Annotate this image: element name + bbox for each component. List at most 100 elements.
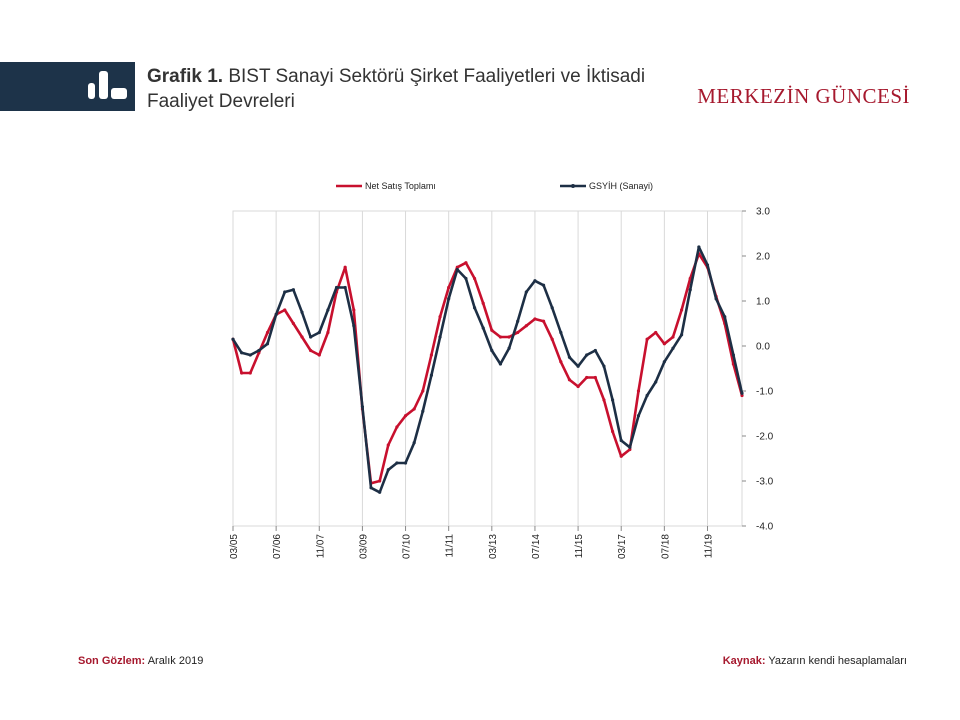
- series-1-point: [455, 265, 459, 269]
- series-2-point: [455, 267, 459, 272]
- series-2-point: [421, 409, 425, 413]
- series-1-point: [240, 371, 244, 375]
- series-line-2: [231, 245, 744, 494]
- series-2-point: [731, 353, 735, 357]
- y-tick-label: -4.0: [756, 522, 774, 533]
- series-1-point: [421, 389, 425, 393]
- series-2-point: [610, 398, 615, 402]
- series-2-point: [283, 290, 287, 294]
- series-2-point: [395, 461, 399, 465]
- series-1-point: [628, 447, 632, 452]
- source-label: Kaynak:: [722, 655, 766, 667]
- y-tick-label: 0.0: [756, 342, 770, 353]
- series-1-point: [343, 265, 347, 269]
- source-note: Kaynak: Yazarın kendi hesaplamaları: [723, 655, 907, 667]
- series-2-point: [559, 330, 563, 335]
- series-2-point: [593, 348, 597, 353]
- legend-marker-2: [571, 184, 575, 188]
- series-1-point: [429, 353, 434, 357]
- series-2-point: [507, 346, 511, 350]
- series-1-point: [610, 429, 615, 434]
- series-2-point: [481, 326, 485, 330]
- series-2-point: [231, 337, 235, 341]
- y-tick-label: 2.0: [756, 252, 770, 263]
- series-2-point: [550, 306, 554, 310]
- series-2-point: [628, 445, 632, 449]
- series-1-point: [524, 324, 528, 328]
- series-2-point: [403, 461, 408, 465]
- x-tick-label: 03/13: [488, 534, 499, 559]
- x-tick-label: 11/07: [315, 534, 326, 559]
- series-2-point: [334, 285, 339, 290]
- series-1-point: [300, 335, 304, 339]
- legend-label-1: Net Satış Toplamı: [365, 181, 436, 191]
- series-1-point: [265, 330, 270, 335]
- series-2-point: [386, 468, 390, 472]
- series-1-point: [464, 261, 468, 265]
- series-2-point: [291, 288, 295, 292]
- series-1-point: [481, 301, 485, 305]
- series-2-point: [326, 308, 330, 312]
- plot-frame: [232, 210, 743, 527]
- source-value: Yazarın kendi hesaplamaları: [768, 655, 907, 667]
- series-2-point: [636, 414, 641, 418]
- series-1-point: [576, 384, 580, 389]
- series-1-point: [593, 375, 597, 380]
- series-2-point: [723, 315, 727, 319]
- series-1-point: [559, 360, 563, 364]
- series-2-point: [654, 380, 658, 384]
- series-2-point: [438, 335, 442, 339]
- series-2-point: [309, 335, 313, 339]
- series-1-point: [248, 371, 252, 375]
- x-tick-label: 11/19: [703, 534, 714, 559]
- series-2-point: [714, 297, 718, 301]
- series-1-point: [654, 330, 658, 335]
- x-tick-label: 03/09: [358, 534, 369, 559]
- series-2-point: [343, 285, 347, 290]
- series-1-point: [378, 479, 382, 483]
- series-2-point: [274, 312, 278, 317]
- series-1-point: [447, 285, 451, 290]
- series-1-point: [533, 317, 537, 321]
- series-2-point: [697, 245, 701, 249]
- series-2-point: [740, 391, 744, 395]
- series-2-point: [533, 279, 537, 283]
- x-tick-label: 03/17: [617, 534, 628, 559]
- series-2-point: [576, 364, 580, 368]
- series-1-point: [680, 308, 684, 312]
- x-tick-label: 03/05: [229, 534, 240, 559]
- y-tick-label: -2.0: [756, 432, 774, 443]
- header-band: [0, 62, 135, 111]
- last-observation: Son Gözlem: Aralık 2019: [78, 655, 203, 667]
- series-1-point: [550, 337, 554, 341]
- series-1-point: [386, 443, 390, 447]
- series-2-point: [378, 490, 382, 494]
- x-tick-label: 07/18: [660, 534, 671, 559]
- series-1-point: [662, 342, 666, 346]
- title-bold: Grafik 1.: [147, 66, 224, 87]
- series-2-point: [498, 362, 503, 366]
- series-1-point: [317, 353, 321, 357]
- series-1-point: [671, 335, 675, 339]
- y-tick-label: -3.0: [756, 477, 774, 488]
- series-1-point: [395, 425, 399, 429]
- series-1-point: [352, 308, 356, 312]
- series-2-point: [680, 333, 684, 337]
- x-tick-label: 07/10: [402, 534, 413, 559]
- series-1-point: [291, 321, 295, 326]
- series-1-point: [602, 398, 606, 402]
- series-2-point: [447, 297, 451, 301]
- series-1-point: [645, 337, 649, 341]
- series-2-point: [671, 346, 675, 350]
- series-1-point: [636, 389, 641, 393]
- series-2-point: [300, 310, 304, 314]
- series-1-point: [403, 414, 408, 418]
- series-2-point: [369, 486, 373, 490]
- series-2-point: [352, 324, 356, 328]
- series-1-point: [283, 308, 287, 312]
- series-2-point: [524, 290, 528, 294]
- x-tick-label: 07/06: [272, 534, 283, 559]
- series-2-point: [645, 393, 649, 398]
- series-1-point: [619, 454, 623, 458]
